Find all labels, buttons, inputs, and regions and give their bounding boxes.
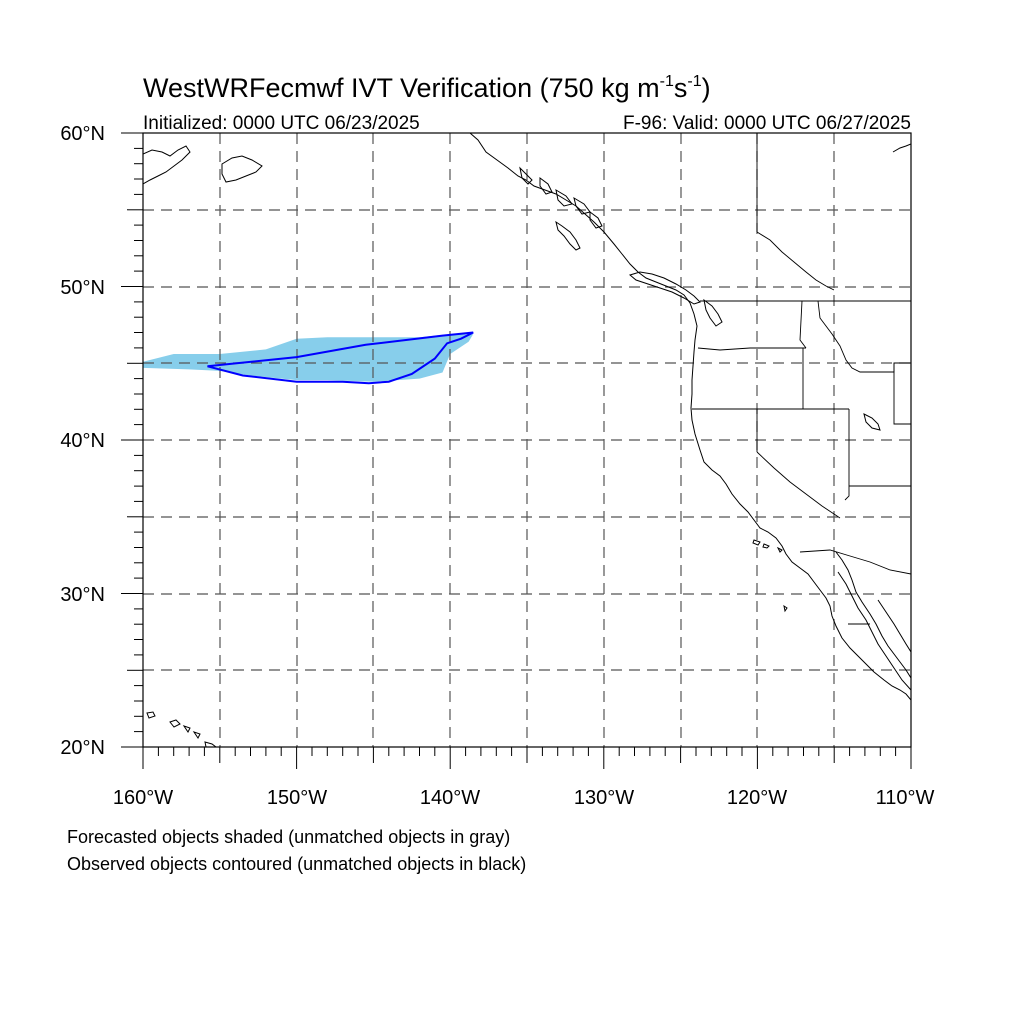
borders (692, 133, 911, 625)
lon-label-140w: 140°W (420, 787, 480, 809)
alaska-coast (143, 145, 191, 185)
lon-label-120w: 120°W (727, 787, 787, 809)
axis-ticks (121, 132, 912, 769)
lat-label-60n: 60°N (60, 123, 105, 145)
forecast-object (143, 334, 474, 382)
coastlines (143, 133, 911, 747)
gulf-of-california-coast (835, 551, 911, 679)
lat-label-20n: 20°N (60, 737, 105, 759)
lat-label-40n: 40°N (60, 430, 105, 452)
haida-gwaii (555, 220, 581, 251)
init-time-label: Initialized: 0000 UTC 06/23/2025 (143, 113, 420, 134)
map-title: WestWRFecmwf IVT Verification (750 kg m-… (143, 73, 711, 103)
lon-label-160w: 160°W (113, 787, 173, 809)
observed-object (207, 331, 474, 385)
lon-label-130w: 130°W (574, 787, 634, 809)
north-america-coast (469, 133, 911, 701)
hawaii-islands (146, 711, 156, 719)
observed-note: Observed objects contoured (unmatched ob… (67, 854, 526, 874)
great-salt-lake (863, 413, 881, 431)
lat-label-50n: 50°N (60, 277, 105, 299)
lat-label-30n: 30°N (60, 584, 105, 606)
vancouver-island (628, 271, 701, 305)
forecast-note: Forecasted objects shaded (unmatched obj… (67, 827, 510, 847)
map-area (143, 133, 911, 747)
lon-label-110w: 110°W (876, 787, 935, 809)
valid-time-label: F-96: Valid: 0000 UTC 06/27/2025 (623, 113, 911, 134)
lon-label-150w: 150°W (267, 787, 327, 809)
graticule (143, 133, 911, 747)
